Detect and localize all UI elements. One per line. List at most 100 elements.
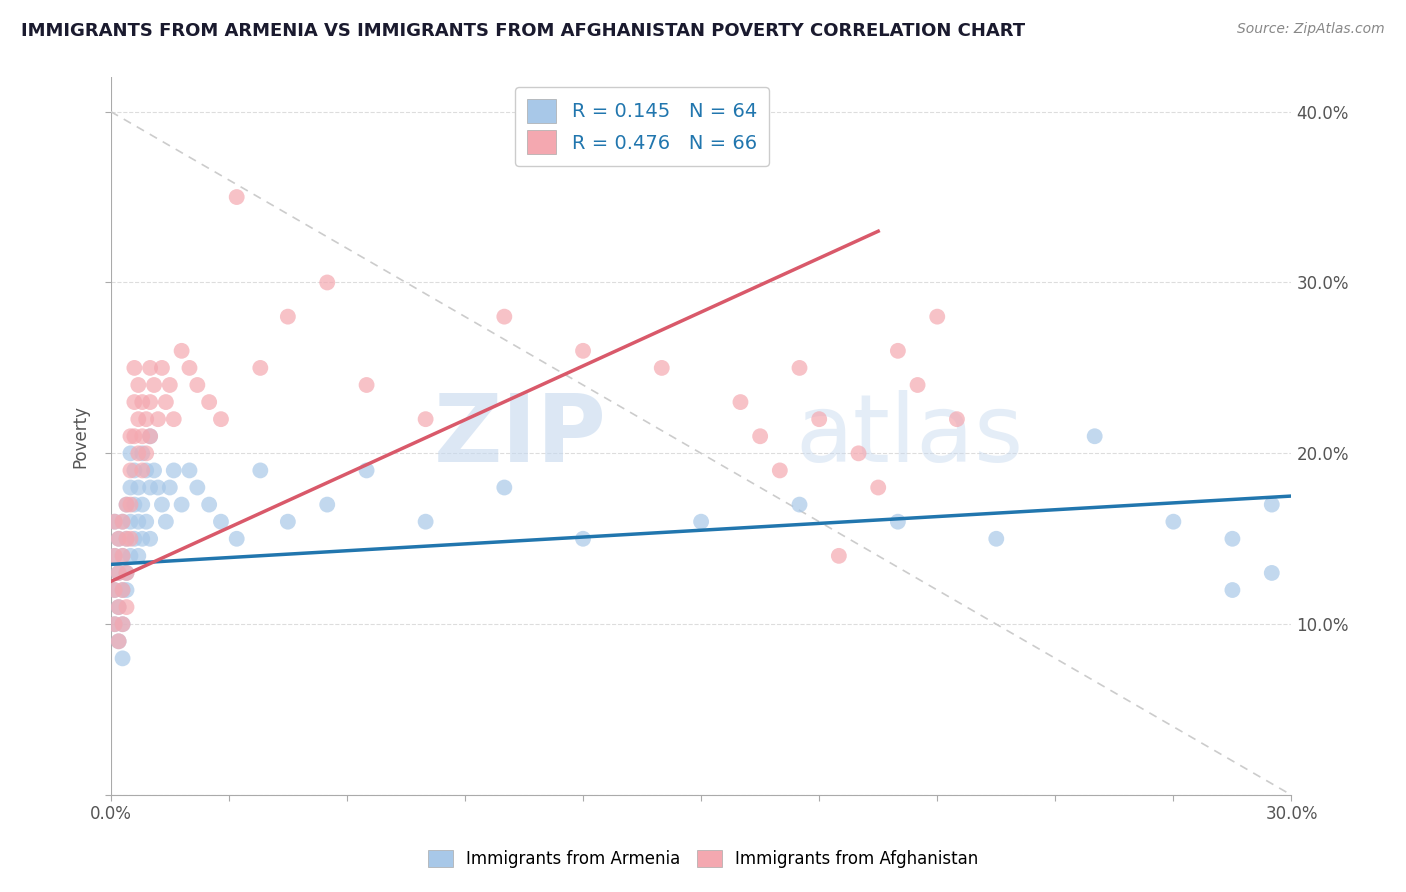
Point [115, 566, 138, 580]
Point [104, 549, 127, 563]
Point [127, 481, 149, 495]
Point [135, 515, 157, 529]
Point [124, 463, 146, 477]
Point [115, 532, 138, 546]
Point [170, 343, 193, 358]
Point [124, 395, 146, 409]
Point [150, 360, 173, 375]
Point [104, 582, 127, 597]
Point [946, 412, 969, 426]
Point [277, 515, 299, 529]
Point [415, 412, 437, 426]
Point [127, 549, 149, 563]
Text: IMMIGRANTS FROM ARMENIA VS IMMIGRANTS FROM AFGHANISTAN POVERTY CORRELATION CHART: IMMIGRANTS FROM ARMENIA VS IMMIGRANTS FR… [21, 22, 1025, 40]
Point [127, 446, 149, 460]
Point [494, 310, 516, 324]
Point [198, 395, 221, 409]
Point [927, 310, 949, 324]
Point [127, 515, 149, 529]
Point [494, 481, 516, 495]
Point [120, 446, 142, 460]
Point [139, 429, 162, 443]
Point [209, 412, 232, 426]
Point [111, 549, 134, 563]
Point [651, 360, 673, 375]
Point [159, 378, 181, 392]
Point [769, 463, 792, 477]
Point [690, 515, 713, 529]
Point [730, 395, 752, 409]
Point [107, 566, 129, 580]
Point [131, 395, 153, 409]
Point [131, 463, 153, 477]
Point [163, 463, 186, 477]
Point [111, 617, 134, 632]
Point [104, 549, 127, 563]
Point [120, 515, 142, 529]
Point [1222, 532, 1244, 546]
Point [887, 515, 910, 529]
Point [163, 412, 186, 426]
Y-axis label: Poverty: Poverty [72, 405, 89, 467]
Point [789, 498, 811, 512]
Point [179, 463, 201, 477]
Point [356, 463, 378, 477]
Point [127, 378, 149, 392]
Point [225, 532, 247, 546]
Point [155, 515, 177, 529]
Point [127, 412, 149, 426]
Point [120, 532, 142, 546]
Point [104, 617, 127, 632]
Point [111, 515, 134, 529]
Point [1261, 498, 1284, 512]
Text: atlas: atlas [796, 391, 1024, 483]
Point [808, 412, 831, 426]
Point [115, 498, 138, 512]
Point [143, 378, 166, 392]
Point [107, 532, 129, 546]
Point [139, 532, 162, 546]
Point [135, 446, 157, 460]
Point [186, 481, 208, 495]
Text: ZIP: ZIP [434, 391, 606, 483]
Point [1261, 566, 1284, 580]
Point [170, 498, 193, 512]
Point [1222, 582, 1244, 597]
Point [249, 463, 271, 477]
Point [115, 498, 138, 512]
Point [124, 532, 146, 546]
Point [572, 343, 595, 358]
Point [572, 532, 595, 546]
Point [131, 429, 153, 443]
Point [120, 463, 142, 477]
Point [249, 360, 271, 375]
Point [415, 515, 437, 529]
Point [159, 481, 181, 495]
Point [143, 463, 166, 477]
Point [887, 343, 910, 358]
Point [111, 515, 134, 529]
Point [107, 634, 129, 648]
Point [135, 463, 157, 477]
Point [124, 360, 146, 375]
Point [139, 395, 162, 409]
Point [1084, 429, 1107, 443]
Point [120, 429, 142, 443]
Point [120, 549, 142, 563]
Point [150, 498, 173, 512]
Point [115, 566, 138, 580]
Point [107, 566, 129, 580]
Point [198, 498, 221, 512]
Point [146, 481, 169, 495]
Point [749, 429, 772, 443]
Legend: R = 0.145   N = 64, R = 0.476   N = 66: R = 0.145 N = 64, R = 0.476 N = 66 [516, 87, 769, 166]
Point [120, 498, 142, 512]
Point [139, 481, 162, 495]
Point [131, 446, 153, 460]
Point [179, 360, 201, 375]
Point [131, 532, 153, 546]
Legend: Immigrants from Armenia, Immigrants from Afghanistan: Immigrants from Armenia, Immigrants from… [420, 843, 986, 875]
Point [848, 446, 870, 460]
Text: Source: ZipAtlas.com: Source: ZipAtlas.com [1237, 22, 1385, 37]
Point [104, 582, 127, 597]
